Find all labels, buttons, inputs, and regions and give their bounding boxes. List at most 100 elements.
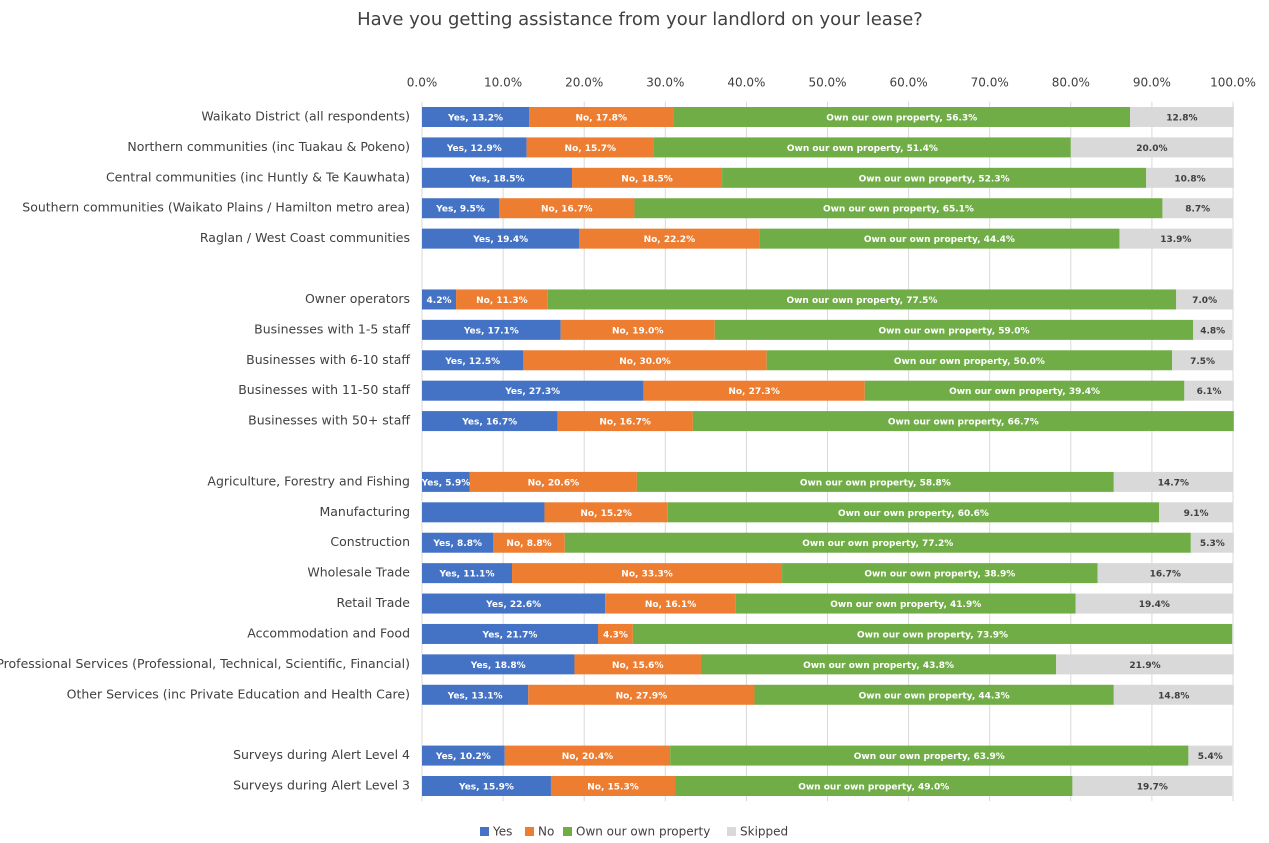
legend-swatch [563, 827, 572, 836]
data-label: 21.9% [1129, 661, 1160, 671]
y-tick-label: Businesses with 1-5 staff [254, 321, 410, 336]
y-tick-label: Wholesale Trade [307, 565, 410, 580]
bar-segment [1146, 167, 1234, 188]
y-tick-label: Surveys during Alert Level 4 [233, 747, 410, 762]
data-label: No, 19.0% [612, 326, 664, 336]
data-label: Yes, 22.6% [485, 600, 541, 610]
legend-swatch [480, 827, 489, 836]
bar-segment [1056, 654, 1234, 675]
data-label: Own our own property, 59.0% [879, 326, 1030, 336]
data-label: No, 17.8% [575, 114, 627, 124]
data-label: Yes, 13.1% [447, 691, 503, 701]
bar-segment [1172, 350, 1233, 371]
data-label: Own our own property, 39.4% [949, 387, 1100, 397]
bar-segment [579, 228, 760, 249]
data-label: 10.8% [1174, 174, 1205, 184]
bar-segment [1188, 745, 1233, 766]
bar-segment [523, 350, 767, 371]
bar-segment [544, 502, 668, 523]
data-label: 6.1% [1197, 387, 1222, 397]
data-label: Yes, 8.8% [432, 539, 482, 549]
data-label: Yes, 18.5% [469, 174, 525, 184]
data-label: 16.7% [1150, 570, 1181, 580]
data-label: No, 22.2% [644, 235, 696, 245]
bar-segment [572, 167, 723, 188]
y-tick-label: Construction [330, 534, 410, 549]
data-label: Yes, 18.8% [470, 661, 526, 671]
legend-label: Yes [492, 825, 512, 839]
data-label: 4.8% [1200, 326, 1225, 336]
y-tick-label: Raglan / West Coast communities [200, 230, 410, 245]
legend-label: No [538, 825, 554, 839]
bar-segment [653, 137, 1071, 158]
data-label: Yes, 12.9% [446, 144, 502, 154]
data-label: No, 15.6% [612, 661, 664, 671]
data-label: Own our own property, 65.1% [823, 205, 974, 215]
data-label: 8.7% [1185, 205, 1210, 215]
bar-segment [574, 654, 701, 675]
x-tick-label: 100.0% [1210, 76, 1256, 90]
data-label: No, 16.1% [645, 600, 697, 610]
x-tick-label: 10.0% [484, 76, 522, 90]
data-label: 19.4% [1139, 600, 1170, 610]
bar-segment [557, 411, 693, 432]
legend-swatch [525, 827, 534, 836]
data-label: No, 8.8% [506, 539, 551, 549]
bar-segment [422, 623, 598, 644]
bar-segment [526, 137, 654, 158]
data-label: 5.3% [1200, 539, 1225, 549]
bar-segment [560, 319, 715, 340]
data-label: Own our own property, 77.2% [802, 539, 953, 549]
data-label: Own our own property, 77.5% [786, 296, 937, 306]
bar-segment [864, 380, 1185, 401]
bar-segment [469, 471, 637, 492]
bar-segment [564, 532, 1191, 553]
chart-title: Have you getting assistance from your la… [357, 9, 923, 30]
data-label: Own our own property, 38.9% [864, 570, 1015, 580]
x-tick-label: 80.0% [1052, 76, 1090, 90]
data-label: No, 18.5% [621, 174, 673, 184]
bar-segment [1097, 563, 1233, 584]
data-label: 14.7% [1158, 478, 1189, 488]
data-label: No, 30.0% [619, 357, 671, 367]
data-label: No, 27.3% [728, 387, 780, 397]
data-label: Own our own property, 56.3% [826, 114, 977, 124]
data-label: Yes, 15.9% [458, 783, 514, 793]
bar-segment [632, 623, 1233, 644]
data-label: No, 33.3% [621, 570, 673, 580]
x-tick-label: 70.0% [971, 76, 1009, 90]
x-tick-label: 30.0% [646, 76, 684, 90]
bar-segment [456, 289, 548, 310]
y-tick-label: Surveys during Alert Level 3 [233, 778, 410, 793]
data-label: Own our own property, 44.4% [864, 235, 1015, 245]
bar-segment [1130, 107, 1234, 127]
bar-segment [493, 532, 565, 553]
bar-segment [735, 593, 1076, 614]
bar-segment [1190, 532, 1234, 553]
x-tick-label: 40.0% [727, 76, 765, 90]
legend-label: Skipped [740, 825, 788, 839]
bar-segment [766, 350, 1173, 371]
bar-segment [528, 684, 755, 705]
data-label: 9.1% [1184, 509, 1209, 519]
data-label: No, 20.6% [528, 478, 580, 488]
bar-segment [422, 167, 573, 188]
data-label: No, 11.3% [476, 296, 528, 306]
bar-segment [1176, 289, 1233, 310]
data-label: Own our own property, 44.3% [859, 691, 1010, 701]
bar-segment [605, 593, 736, 614]
x-tick-label: 20.0% [565, 76, 603, 90]
y-tick-label: Owner operators [305, 291, 410, 306]
data-label: 12.8% [1166, 114, 1197, 124]
data-label: No, 15.3% [587, 783, 639, 793]
data-label: Yes, 11.1% [439, 570, 495, 580]
data-label: Yes, 21.7% [482, 630, 538, 640]
bar-segment [422, 380, 644, 401]
bar-segment [422, 471, 470, 492]
bar-segment [504, 745, 671, 766]
y-tick-label: Accommodation and Food [247, 625, 410, 640]
legend-label: Own our own property [576, 825, 710, 839]
bar-segment [1119, 228, 1233, 249]
bar-segment [1162, 198, 1233, 219]
data-label: Yes, 10.2% [435, 752, 491, 762]
